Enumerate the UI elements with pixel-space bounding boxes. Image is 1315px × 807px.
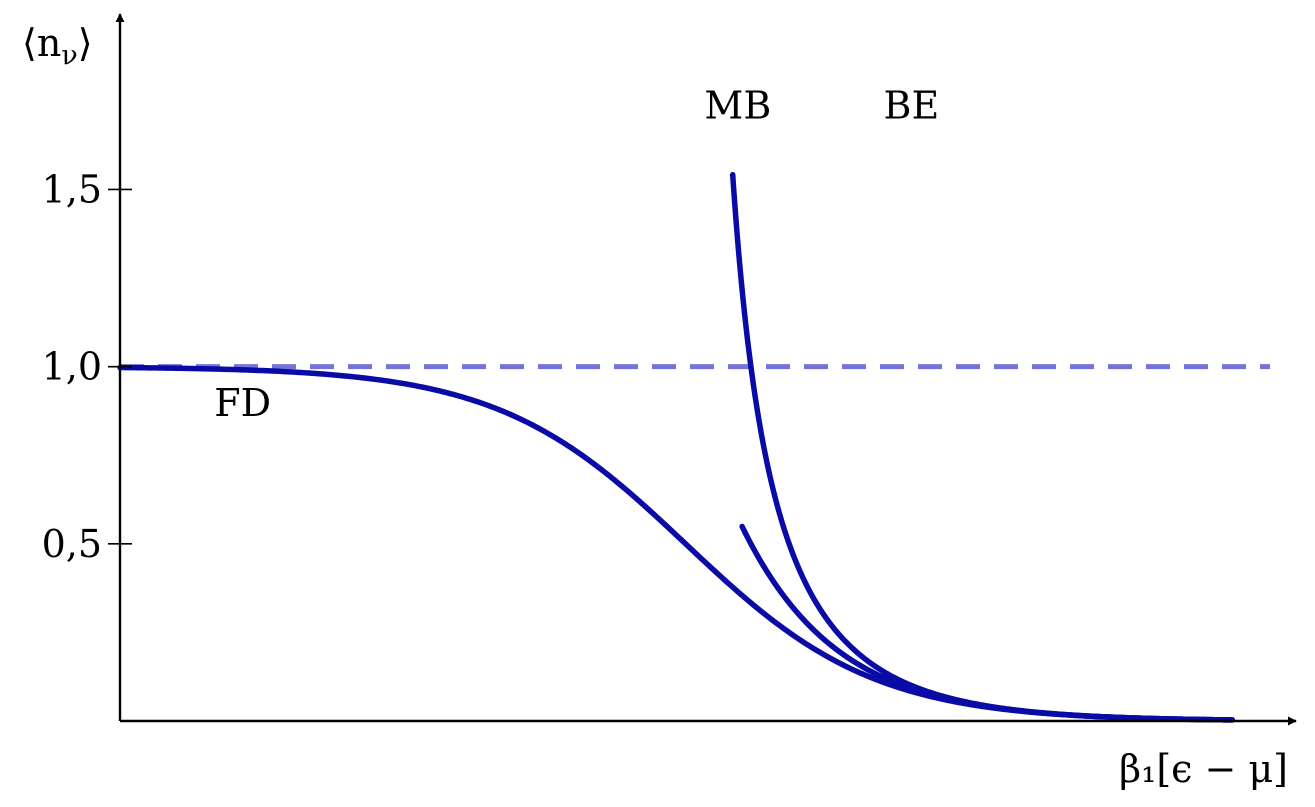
series-line-be [729,172,1236,723]
series-layer [117,172,1236,723]
y-tick-label-0: 0,5 [42,522,102,566]
series-labels: FD MB BE [214,83,939,425]
y-axis-title: ⟨nν⟩ [22,21,93,71]
series-line-mb [739,523,1236,723]
series-label-be: BE [884,83,940,127]
series-label-fd: FD [214,381,271,425]
y-ticks: 0,5 1,0 1,5 [42,167,132,566]
y-axis-title-close: ⟩ [78,21,93,65]
series-label-mb: MB [704,83,771,127]
series-line-fd [117,364,1236,723]
y-tick-label-1: 1,0 [42,345,102,389]
y-axis-title-main: ⟨n [22,21,61,65]
x-axis-title: β₁[ϵ − μ] [1119,747,1288,791]
y-axis-title-sub: ν [61,40,77,71]
y-tick-label-2: 1,5 [42,167,102,211]
